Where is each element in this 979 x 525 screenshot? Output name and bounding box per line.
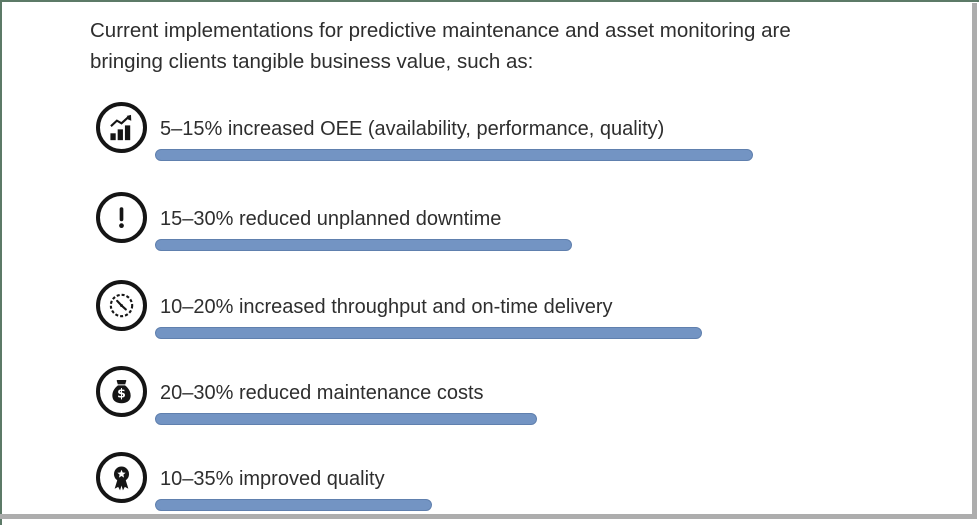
exclamation-icon [96, 192, 147, 243]
benefit-text: 5–15% increased OEE (availability, perfo… [160, 118, 665, 140]
benefit-underline [155, 499, 432, 511]
award-icon [96, 452, 147, 503]
benefit-underline [155, 413, 537, 425]
right-edge-band [972, 3, 977, 516]
benefit-underline [155, 239, 572, 251]
benefit-text: 15–30% reduced unplanned downtime [160, 208, 502, 230]
benefit-text: 10–20% increased throughput and on-time … [160, 296, 613, 318]
benefit-item-quality: 10–35% improved quality [96, 452, 956, 516]
benefit-text: 10–35% improved quality [160, 468, 385, 490]
benefit-item-downtime: 15–30% reduced unplanned downtime [96, 192, 956, 256]
benefit-underline [155, 149, 753, 161]
trend-chart-icon [96, 102, 147, 153]
clock-icon [96, 280, 147, 331]
page-title-line1: Current implementations for predictive m… [90, 19, 791, 42]
bottom-edge-band [0, 514, 977, 519]
page-title-line2: bringing clients tangible business value… [90, 50, 534, 73]
svg-text:$: $ [117, 386, 126, 401]
benefit-item-oee: 5–15% increased OEE (availability, perfo… [96, 102, 956, 166]
benefit-item-throughput: 10–20% increased throughput and on-time … [96, 280, 956, 344]
page-title: Current implementations for predictive m… [90, 15, 940, 77]
benefit-underline [155, 327, 702, 339]
money-bag-icon: $ [96, 366, 147, 417]
benefit-item-costs: $ 20–30% reduced maintenance costs [96, 366, 956, 430]
benefit-text: 20–30% reduced maintenance costs [160, 382, 484, 404]
